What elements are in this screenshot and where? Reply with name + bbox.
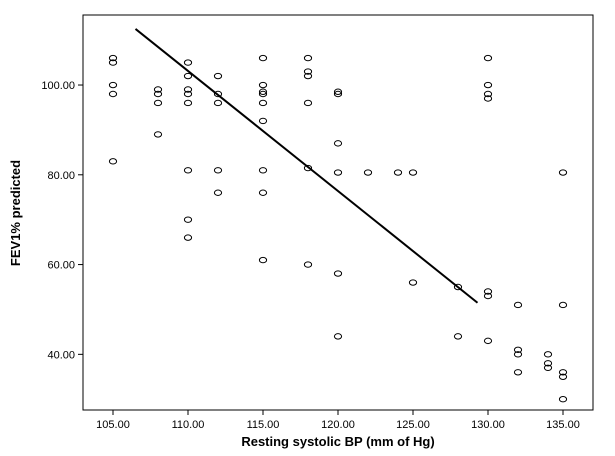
data-point <box>258 167 268 174</box>
data-point <box>213 189 223 196</box>
y-tick-label: 100.00 <box>41 80 75 92</box>
data-point <box>513 301 523 309</box>
fit-line-group <box>134 28 479 304</box>
y-tick-label: 60.00 <box>47 260 75 272</box>
y-tick-label: 80.00 <box>47 170 75 182</box>
data-point <box>558 169 568 176</box>
x-axis-title: Resting systolic BP (mm of Hg) <box>241 434 434 449</box>
y-tick-label: 40.00 <box>47 349 75 361</box>
data-point <box>258 54 268 62</box>
data-point <box>408 279 418 286</box>
data-point <box>333 333 343 340</box>
x-tick-label: 115.00 <box>247 419 280 431</box>
data-point <box>543 364 553 372</box>
data-point <box>213 90 223 98</box>
data-point <box>483 54 493 62</box>
data-point <box>108 81 118 89</box>
data-point <box>558 369 568 376</box>
data-point <box>333 88 343 95</box>
data-point <box>183 216 193 223</box>
data-point <box>453 333 463 340</box>
data-point <box>183 167 193 174</box>
data-point <box>483 292 493 300</box>
x-tick-label: 110.00 <box>172 419 205 431</box>
data-point <box>363 169 373 176</box>
data-point <box>183 234 193 241</box>
data-point <box>483 288 493 295</box>
data-point <box>153 90 163 98</box>
data-point <box>303 99 313 107</box>
data-point <box>513 346 523 354</box>
x-tick-label: 130.00 <box>471 419 505 431</box>
data-point <box>333 90 343 98</box>
data-point <box>108 90 118 98</box>
data-point <box>483 95 493 102</box>
data-point <box>153 99 163 107</box>
data-point <box>258 189 268 196</box>
data-point <box>183 90 193 98</box>
data-point <box>153 131 163 138</box>
data-point <box>303 164 313 172</box>
data-point <box>258 256 268 264</box>
data-point <box>183 72 193 80</box>
y-axis-title: FEV1% predicted <box>8 160 23 266</box>
data-point <box>483 337 493 345</box>
data-point <box>258 90 268 98</box>
data-point <box>108 158 118 165</box>
data-point <box>303 261 313 268</box>
data-point <box>303 72 313 80</box>
data-point <box>183 99 193 107</box>
x-tick-label: 120.00 <box>321 419 355 431</box>
data-point <box>108 54 118 62</box>
data-point <box>408 169 418 176</box>
data-points <box>108 54 568 403</box>
x-tick-label: 105.00 <box>96 419 130 431</box>
data-point <box>453 283 463 291</box>
data-point <box>558 396 568 403</box>
data-point <box>393 169 403 176</box>
data-point <box>483 81 493 89</box>
x-tick-label: 135.00 <box>546 419 580 431</box>
data-point <box>213 72 223 80</box>
data-point <box>258 117 268 125</box>
data-point <box>108 59 118 66</box>
data-point <box>333 169 343 176</box>
y-axis: 40.00 60.00 80.00 100.00 <box>41 80 83 361</box>
data-point <box>513 369 523 376</box>
x-tick-label: 125.00 <box>396 419 430 431</box>
data-point <box>543 351 553 358</box>
data-point <box>153 86 163 93</box>
data-point <box>183 59 193 66</box>
data-point <box>513 351 523 358</box>
data-point <box>303 54 313 62</box>
data-point <box>213 99 223 107</box>
data-point <box>483 90 493 98</box>
data-point <box>333 270 343 277</box>
data-point <box>558 373 568 380</box>
data-point <box>183 86 193 93</box>
data-point <box>213 167 223 174</box>
data-point <box>258 81 268 89</box>
x-axis: 105.00 110.00 115.00 120.00 125.00 130.00 135.… <box>96 410 580 431</box>
data-point <box>258 99 268 107</box>
data-point <box>333 140 343 147</box>
fit-line <box>134 28 479 304</box>
data-point <box>303 68 313 75</box>
data-point <box>543 360 553 367</box>
data-point <box>258 88 268 95</box>
data-point <box>558 301 568 309</box>
